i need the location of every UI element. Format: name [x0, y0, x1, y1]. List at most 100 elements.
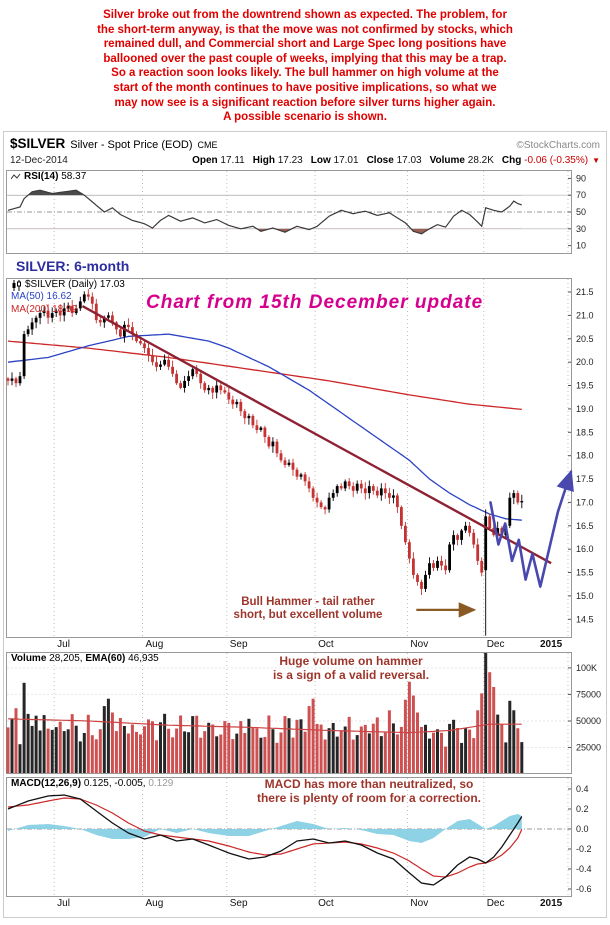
- annotation-bull-hammer-line1: Bull Hammer - tail rather: [241, 595, 375, 608]
- volume-ema-label: EMA(60): [85, 652, 126, 664]
- x-axis-month-label: Sep: [229, 638, 248, 650]
- candlestick-icon: [12, 279, 21, 291]
- axis-tick-label: 21.0: [576, 310, 594, 320]
- axis-tick-label: 21.5: [576, 287, 594, 297]
- quote-close: Close 17.03: [367, 155, 422, 166]
- x-axis-year-label: 2015: [539, 638, 563, 650]
- chart-container: $SILVER Silver - Spot Price (EOD) CME ©S…: [3, 130, 607, 918]
- axis-tick-label: 0.4: [576, 784, 589, 794]
- copyright: ©StockCharts.com: [516, 139, 600, 151]
- high-value: 17.23: [277, 154, 303, 166]
- intro-line: may now see is a significant reaction be…: [114, 96, 496, 109]
- annotation-volume-line1: Huge volume on hammer: [279, 653, 423, 668]
- indicator-line-icon: [11, 173, 21, 180]
- downtrend-line: [81, 304, 552, 565]
- symbol: $SILVER: [10, 135, 66, 151]
- annotation-bull-hammer: Bull Hammer - tail rather short, but exc…: [204, 596, 412, 623]
- legend-ma50: MA(50) 16.62: [11, 291, 72, 303]
- change-down-triangle-icon: ▼: [592, 155, 600, 165]
- axis-tick-label: 50: [576, 207, 586, 217]
- volume-bars: [6, 652, 524, 773]
- axis-tick-label: 17.0: [576, 497, 594, 507]
- rsi-label: RSI(14): [24, 170, 59, 182]
- quote-volume: Volume 28.2K: [430, 155, 494, 166]
- intro-line: the short-term anyway, is that the move …: [97, 23, 513, 36]
- axis-tick-label: 0.0: [576, 824, 589, 834]
- axis-tick-label: 17.5: [576, 474, 594, 484]
- intro-line: remained dull, and Commercial short and …: [103, 38, 507, 51]
- intro-line: A possible scenario is shown.: [223, 111, 387, 124]
- chart-header: $SILVER Silver - Spot Price (EOD) CME ©S…: [10, 136, 600, 153]
- axis-tick-label: 19.5: [576, 380, 594, 390]
- axis-tick-label: 14.5: [576, 614, 594, 624]
- annotation-macd-line1: MACD has more than neutralized, so: [264, 776, 474, 791]
- ma50-line: [7, 333, 522, 521]
- volume-value: 28.2K: [467, 154, 494, 166]
- quote-change: Chg -0.06 (-0.35%): [502, 155, 588, 166]
- axis-tick-label: 20.0: [576, 357, 594, 367]
- legend-symbol: $SILVER (Daily) 17.03: [25, 278, 125, 290]
- open-label: Open: [192, 154, 218, 166]
- axis-tick-label: 15.5: [576, 567, 594, 577]
- x-axis-month-label: Dec: [486, 897, 505, 909]
- legend-ma200: MA(200) 18.99: [11, 303, 78, 315]
- x-axis-month-label: Nov: [410, 897, 429, 909]
- intro-line: Silver broke out from the downtrend show…: [103, 9, 507, 21]
- axis-tick-label: 18.5: [576, 427, 594, 437]
- close-value: 17.03: [396, 154, 422, 166]
- volume-plot: 100K 75000 50000 25000: [6, 651, 601, 774]
- annotation-bull-hammer-line2: short, but excellent volume: [233, 609, 383, 622]
- x-axis-month-label: Aug: [145, 897, 164, 909]
- axis-tick-label: 16.0: [576, 544, 594, 554]
- macd-panel: 0.4 0.2 0.0 -0.2 -0.4 -0.6 MACD(12,26,9) 0.12…: [6, 776, 606, 897]
- axis-tick-label: 100K: [576, 663, 597, 673]
- x-axis-month-label: Sep: [229, 897, 248, 909]
- macd-legend: MACD(12,26,9) 0.125, -0.005, 0.129: [11, 778, 173, 791]
- chart-period-label: SILVER: 6-month: [16, 257, 130, 274]
- x-axis-months: Jul Aug Sep Oct Nov Dec 2015: [6, 638, 606, 652]
- low-value: 17.01: [333, 154, 359, 166]
- x-axis-month-label: Jul: [57, 638, 70, 650]
- macd-hist-value: 0.129: [148, 777, 174, 789]
- axis-tick-label: 90: [576, 173, 586, 183]
- panel-border: [6, 277, 572, 638]
- chg-value: -0.06 (-0.35%): [524, 154, 589, 166]
- intro-line: So a reaction soon looks likely. The bul…: [111, 67, 499, 80]
- rsi-line: [7, 189, 522, 235]
- x-axis-month-label: Aug: [145, 638, 164, 650]
- axis-tick-label: 75000: [576, 689, 601, 699]
- volume-ema-line: [7, 717, 522, 733]
- volume-legend-label: Volume: [11, 652, 47, 664]
- axis-tick-label: 16.5: [576, 521, 594, 531]
- instrument-name: Silver - Spot Price (EOD): [70, 138, 193, 151]
- macd-signal-line: [7, 797, 523, 878]
- axis-tick-label: 10: [576, 240, 586, 250]
- quote-low: Low 17.01: [311, 155, 359, 166]
- chg-label: Chg: [501, 154, 522, 166]
- annotation-update: Chart from 15th December update: [146, 291, 484, 313]
- price-legend: $SILVER (Daily) 17.03 MA(50) 16.62 MA(20…: [11, 279, 125, 317]
- ma200-line: [7, 340, 522, 410]
- axis-tick-label: -0.6: [576, 884, 592, 894]
- macd-name: MACD(12,26,9): [11, 777, 82, 789]
- macd-plot: 0.4 0.2 0.0 -0.2 -0.4 -0.6: [6, 776, 592, 897]
- macd-values: 0.125, -0.005,: [83, 777, 146, 789]
- candlesticks: [6, 288, 524, 636]
- axis-tick-label: 15.0: [576, 591, 594, 601]
- axis-tick-label: 30: [576, 224, 586, 234]
- high-label: High: [252, 154, 275, 166]
- volume-label: Volume: [429, 154, 465, 166]
- quote-high: High 17.23: [253, 155, 303, 166]
- panel-border: [6, 776, 572, 897]
- x-axis-month-label: Oct: [318, 897, 334, 909]
- quote-open: Open 17.11: [192, 155, 245, 166]
- x-axis-month-label: Dec: [486, 638, 505, 650]
- axis-tick-label: -0.4: [576, 864, 592, 874]
- axis-tick-label: 20.5: [576, 334, 594, 344]
- rsi-panel: 90 70 50 30 10 RSI(14) 58.37: [6, 169, 606, 254]
- quote-date: 12-Dec-2014: [10, 154, 68, 166]
- axis-tick-label: -0.2: [576, 844, 592, 854]
- open-value: 17.11: [220, 154, 245, 166]
- exchange-label: CME: [197, 139, 218, 150]
- volume-ema-value: 46,935: [128, 652, 159, 664]
